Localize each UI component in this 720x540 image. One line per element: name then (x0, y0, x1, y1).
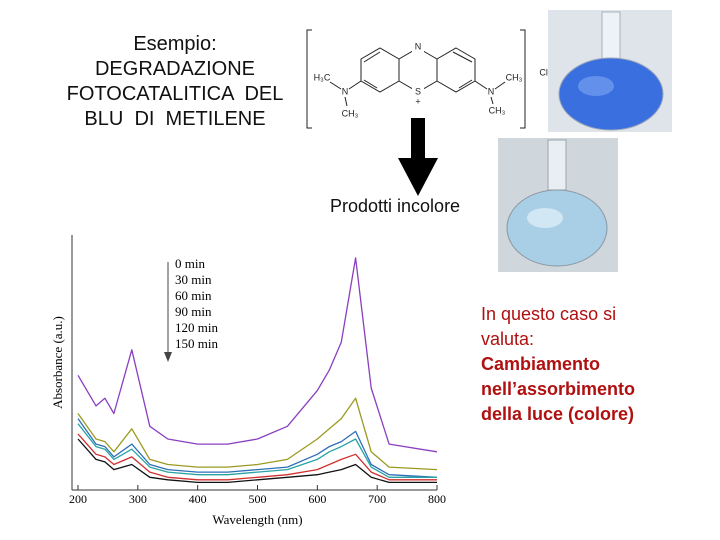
series-line (77, 418, 438, 478)
legend-label: 150 min (175, 336, 218, 351)
ion-label: Cl⁻ (539, 67, 552, 77)
highlight-line: della luce (colore) (481, 402, 635, 427)
highlight-line: nell’assorbimento (481, 377, 635, 402)
reflection (527, 208, 563, 228)
charge-label: + (415, 96, 420, 106)
legend-label: 0 min (175, 256, 205, 271)
slide-title: Esempio: DEGRADAZIONE FOTOCATALITICA DEL… (40, 32, 310, 132)
title-line: BLU DI METILENE (84, 108, 266, 130)
legend-label: 120 min (175, 320, 218, 335)
x-tick-label: 500 (249, 492, 267, 506)
highlight-text: nell’assorbimento (481, 379, 636, 399)
series-line (77, 423, 437, 478)
x-tick-label: 600 (308, 492, 326, 506)
legend-arrow-head (164, 352, 172, 362)
molecule: N S + H₃C N CH₃ CH₃ N CH₃ Cl⁻ (306, 29, 553, 129)
title-line: DEGRADAZIONE (94, 58, 256, 80)
legend-label: 60 min (175, 288, 212, 303)
flask-body (558, 57, 664, 131)
x-tick-label: 400 (189, 492, 207, 506)
group-label: CH₃ (489, 105, 506, 115)
legend-label: 30 min (175, 272, 212, 287)
flask-photo-blue (548, 10, 672, 132)
note-line: In questo caso si (481, 304, 617, 324)
series-line (77, 257, 438, 453)
series-line (77, 397, 438, 471)
reflection (578, 76, 614, 96)
x-axis-title: Wavelength (nm) (212, 512, 302, 527)
label-bg (412, 86, 424, 98)
flask-neck (601, 11, 621, 63)
series-line (77, 438, 437, 484)
group-label: H₃C (314, 72, 331, 82)
atom-label: N (415, 41, 422, 51)
product-label: Prodotti incolore (330, 196, 461, 216)
group-label: CH₃ (506, 72, 523, 82)
highlight-line: Cambiamento (481, 352, 635, 377)
note: In questo caso si valuta: Cambiamento ne… (481, 302, 635, 427)
highlight-text: della luce (colore) (481, 404, 635, 424)
x-tick-label: 300 (129, 492, 147, 506)
series-line (77, 433, 437, 481)
highlight-text: Cambiamento (481, 354, 601, 374)
atom-label: N (342, 86, 349, 96)
flask-photo-clear (498, 138, 618, 272)
arrow-head (398, 158, 438, 196)
label-bg (412, 42, 424, 54)
note-line: valuta: (481, 329, 535, 349)
flask-body (506, 189, 608, 267)
x-tick-label: 700 (368, 492, 386, 506)
arrow-shaft (411, 118, 425, 160)
group-label: CH₃ (342, 108, 359, 118)
bracket (306, 29, 526, 129)
ring (360, 47, 400, 93)
reaction-arrow (398, 118, 438, 196)
flask-neck (547, 139, 567, 191)
x-tick-label: 800 (428, 492, 446, 506)
legend-label: 90 min (175, 304, 212, 319)
bond (329, 51, 506, 107)
spectrum-chart: 200 300 400 500 600 700 800 Wavelength (nm) Abso… (50, 235, 446, 527)
x-tick-label: 200 (69, 492, 87, 506)
title-line: Esempio: (133, 33, 217, 55)
atom-label: N (488, 86, 495, 96)
y-axis-title: Absorbance (a.u.) (50, 316, 65, 409)
atom-label: S (415, 86, 421, 96)
ring (436, 47, 476, 93)
title-line: FOTOCATALITICA DEL (66, 83, 284, 105)
